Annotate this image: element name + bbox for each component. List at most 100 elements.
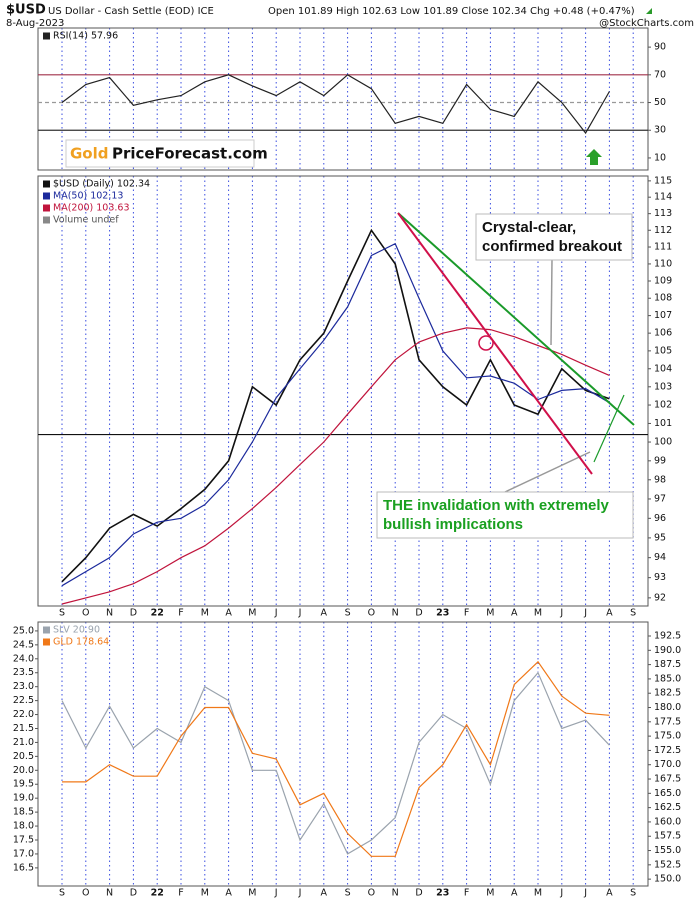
x-tick-label: M xyxy=(486,888,494,899)
y2-tick-label: 182.5 xyxy=(654,688,681,699)
series-line xyxy=(61,74,610,135)
y2-tick-label: 187.5 xyxy=(654,659,681,670)
y-tick-label: 105 xyxy=(654,345,672,356)
y-tick-label: 102 xyxy=(654,400,672,411)
x-tick-label: A xyxy=(225,888,232,899)
series-line xyxy=(61,242,610,587)
y2-tick-label: 177.5 xyxy=(654,716,681,727)
symbol: $USD xyxy=(6,3,46,18)
y2-tick-label: 175.0 xyxy=(654,731,681,742)
panel-frame xyxy=(37,621,649,887)
y-tick-label: 21.0 xyxy=(13,737,34,748)
y-tick-label: 108 xyxy=(654,293,672,304)
x-tick-label: A xyxy=(606,888,613,899)
x-tick-label: S xyxy=(630,608,636,619)
x-tick-label: J xyxy=(559,888,563,899)
y-tick-label: 24.0 xyxy=(13,653,34,664)
x-tick-label: J xyxy=(298,608,302,619)
x-tick-label: N xyxy=(392,608,399,619)
y-tick-label: 100 xyxy=(654,437,672,448)
instrument-name: US Dollar - Cash Settle (EOD) ICE xyxy=(48,6,214,17)
annotation: Crystal-clear, xyxy=(482,219,576,236)
legend-label: $USD (Daily) 102.34 xyxy=(53,179,150,190)
trend-line-red xyxy=(397,212,593,475)
y-tick-label: 96 xyxy=(654,513,666,524)
x-tick-label: J xyxy=(274,608,278,619)
x-tick-label: D xyxy=(415,888,422,899)
y2-tick-label: 192.5 xyxy=(654,631,681,642)
y-tick-label: 50 xyxy=(654,97,666,108)
legend-label: Volume undef xyxy=(53,215,119,226)
y-tick-label: 107 xyxy=(654,310,672,321)
y-tick-label: 22.5 xyxy=(13,695,34,706)
y2-tick-label: 165.0 xyxy=(654,788,681,799)
annotation: THE invalidation with extremely xyxy=(383,497,610,514)
x-tick-label: N xyxy=(106,608,113,619)
y2-tick-label: 152.5 xyxy=(654,859,681,870)
x-tick-label: 22 xyxy=(151,608,164,619)
series-line xyxy=(62,660,610,857)
x-tick-label: M xyxy=(248,888,256,899)
y-tick-label: 70 xyxy=(654,69,666,80)
y-tick-label: 19.5 xyxy=(13,779,34,790)
y-tick-label: 115 xyxy=(654,175,672,186)
up-indicator xyxy=(646,8,652,14)
y-tick-label: 18.0 xyxy=(13,821,34,832)
pointer xyxy=(550,259,553,346)
legend-label: MA(200) 103.63 xyxy=(53,203,130,214)
y-tick-label: 16.5 xyxy=(13,862,34,873)
x-tick-label: F xyxy=(464,888,469,899)
y-tick-label: 101 xyxy=(654,418,672,429)
x-tick-label: D xyxy=(130,888,137,899)
y-tick-label: 20.0 xyxy=(13,765,34,776)
legend-swatch xyxy=(43,192,50,200)
y-tick-label: 10 xyxy=(654,152,666,163)
x-tick-label: J xyxy=(298,888,302,899)
x-tick-label: O xyxy=(368,888,375,899)
x-tick-label: A xyxy=(511,608,518,619)
y-tick-label: 98 xyxy=(654,474,666,485)
logo-rest: PriceForecast.com xyxy=(112,145,268,163)
y2-tick-label: 155.0 xyxy=(654,845,681,856)
series-line xyxy=(61,671,610,855)
y-tick-label: 113 xyxy=(654,208,672,219)
x-tick-label: J xyxy=(559,608,563,619)
legend-label: RSI(14) 57.96 xyxy=(53,31,118,42)
y-tick-label: 18.5 xyxy=(13,807,34,818)
y-tick-label: 21.5 xyxy=(13,723,34,734)
x-tick-label: N xyxy=(392,888,399,899)
x-tick-label: D xyxy=(130,608,137,619)
y-tick-label: 30 xyxy=(654,125,666,136)
x-tick-label: S xyxy=(630,888,636,899)
x-tick-label: F xyxy=(178,888,183,899)
legend-label: SLV 20.90 xyxy=(53,625,100,636)
legend-swatch xyxy=(43,638,50,646)
annotation-box xyxy=(475,213,633,261)
highlight-circle xyxy=(478,335,494,351)
green-arrow xyxy=(586,149,602,165)
series-line xyxy=(61,327,610,605)
x-tick-label: M xyxy=(534,608,542,619)
y2-tick-label: 157.5 xyxy=(654,831,681,842)
x-tick-label: J xyxy=(274,888,278,899)
y-tick-label: 97 xyxy=(654,493,666,504)
quote: Open 101.89 High 102.63 Low 101.89 Close… xyxy=(268,6,635,17)
y-tick-label: 17.5 xyxy=(13,835,34,846)
legend-label: GLD 178.64 xyxy=(53,637,109,648)
y2-tick-label: 172.5 xyxy=(654,745,681,756)
y-tick-label: 112 xyxy=(654,225,672,236)
y-tick-label: 17.0 xyxy=(13,848,34,859)
y-tick-label: 90 xyxy=(654,42,666,53)
pointer xyxy=(504,451,591,493)
x-tick-label: 22 xyxy=(151,888,164,899)
y2-tick-label: 185.0 xyxy=(654,673,681,684)
x-tick-label: N xyxy=(106,888,113,899)
x-tick-label: D xyxy=(415,608,422,619)
y2-tick-label: 170.0 xyxy=(654,759,681,770)
x-tick-label: A xyxy=(606,608,613,619)
x-tick-label: M xyxy=(534,888,542,899)
y-tick-label: 114 xyxy=(654,192,672,203)
y-tick-label: 111 xyxy=(654,242,672,253)
date: 8-Aug-2023 xyxy=(6,18,64,29)
